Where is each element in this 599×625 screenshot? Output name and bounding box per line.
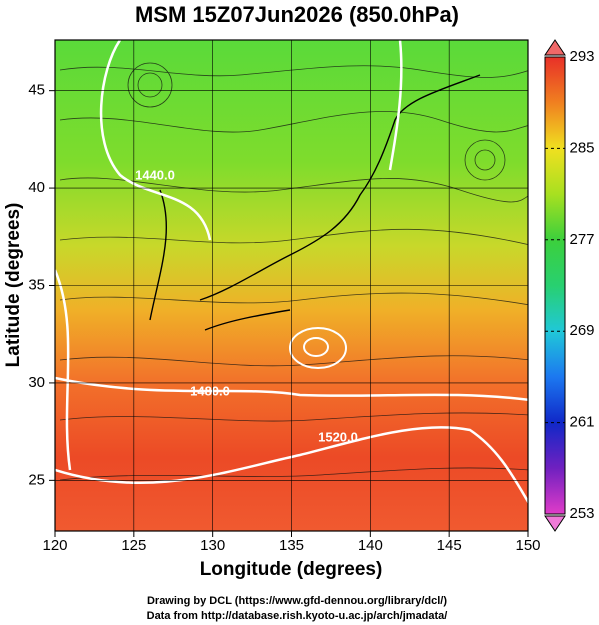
colorbar [544,56,566,515]
y-tick-label: 35 [28,276,45,293]
y-tick-label: 40 [28,179,45,196]
colorbar-tick-label: 269 [569,322,594,339]
x-axis-label: Longitude (degrees) [200,559,383,580]
y-tick-label: 45 [28,82,45,99]
y-tick-label: 30 [28,374,45,391]
colorbar-tick-label: 285 [569,139,594,156]
x-tick-label: 125 [121,537,146,554]
footer-line: Drawing by DCL (https://www.gfd-dennou.o… [147,595,447,607]
contour-label: 1480.0 [190,383,230,398]
y-axis-label: Latitude (degrees) [3,203,24,368]
colorbar-tick-label: 253 [569,505,594,522]
x-tick-label: 130 [200,537,225,554]
x-tick-label: 135 [279,537,304,554]
footer-line: Data from http://database.rish.kyoto-u.a… [147,610,448,622]
colorbar-tick-label: 261 [569,414,594,431]
contour-label: 1520.0 [318,429,358,444]
x-tick-label: 145 [437,537,462,554]
contour-label: 1440.0 [135,167,175,182]
x-tick-label: 120 [42,537,67,554]
colorbar-tick-label: 293 [569,48,594,65]
y-tick-label: 25 [28,471,45,488]
x-tick-label: 140 [358,537,383,554]
colorbar-min-arrow [544,515,566,532]
colorbar-tick-label: 277 [569,231,594,248]
x-tick-label: 150 [515,537,540,554]
colorbar-max-arrow [544,39,566,56]
title: MSM 15Z07Jun2026 (850.0hPa) [135,2,459,27]
